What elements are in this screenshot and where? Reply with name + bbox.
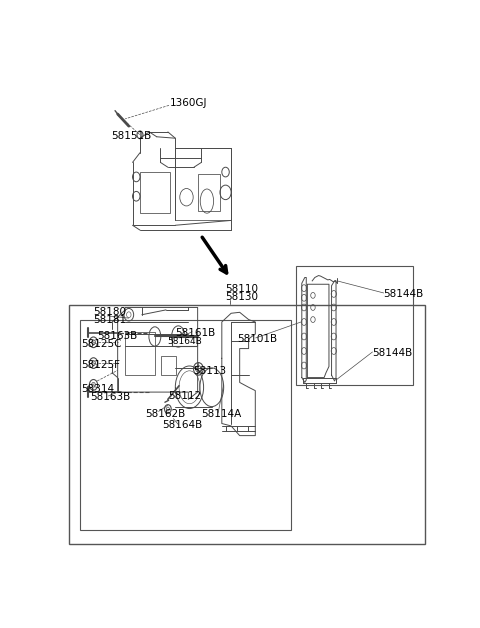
Bar — [69, 305, 424, 544]
Text: 58163B: 58163B — [90, 392, 130, 402]
Bar — [296, 266, 413, 385]
Text: 1360GJ: 1360GJ — [170, 99, 207, 109]
Text: 58162B: 58162B — [145, 409, 185, 419]
Bar — [125, 332, 155, 375]
Text: 58130: 58130 — [226, 292, 259, 302]
Bar — [172, 337, 197, 346]
Text: 58180: 58180 — [94, 307, 126, 317]
Bar — [140, 172, 170, 213]
Text: 58151B: 58151B — [111, 131, 152, 141]
Bar — [81, 320, 290, 530]
Bar — [198, 175, 220, 211]
Text: 58110: 58110 — [226, 284, 259, 294]
Text: 58113: 58113 — [193, 366, 226, 376]
Text: 58164B: 58164B — [167, 337, 202, 346]
Text: 58144B: 58144B — [372, 349, 413, 359]
Text: 58314: 58314 — [81, 384, 114, 394]
Text: 58101B: 58101B — [237, 334, 277, 344]
Text: 58125C: 58125C — [81, 339, 122, 349]
Bar — [161, 356, 176, 375]
Text: 58163B: 58163B — [97, 330, 137, 340]
Text: 58125F: 58125F — [81, 359, 120, 369]
Text: 58164B: 58164B — [163, 421, 203, 430]
Text: 58144B: 58144B — [384, 289, 424, 299]
Text: 58114A: 58114A — [202, 409, 241, 419]
Bar — [175, 148, 231, 220]
Text: 58161B: 58161B — [175, 328, 216, 338]
Text: 58112: 58112 — [168, 391, 201, 401]
Text: 58181: 58181 — [94, 315, 127, 325]
